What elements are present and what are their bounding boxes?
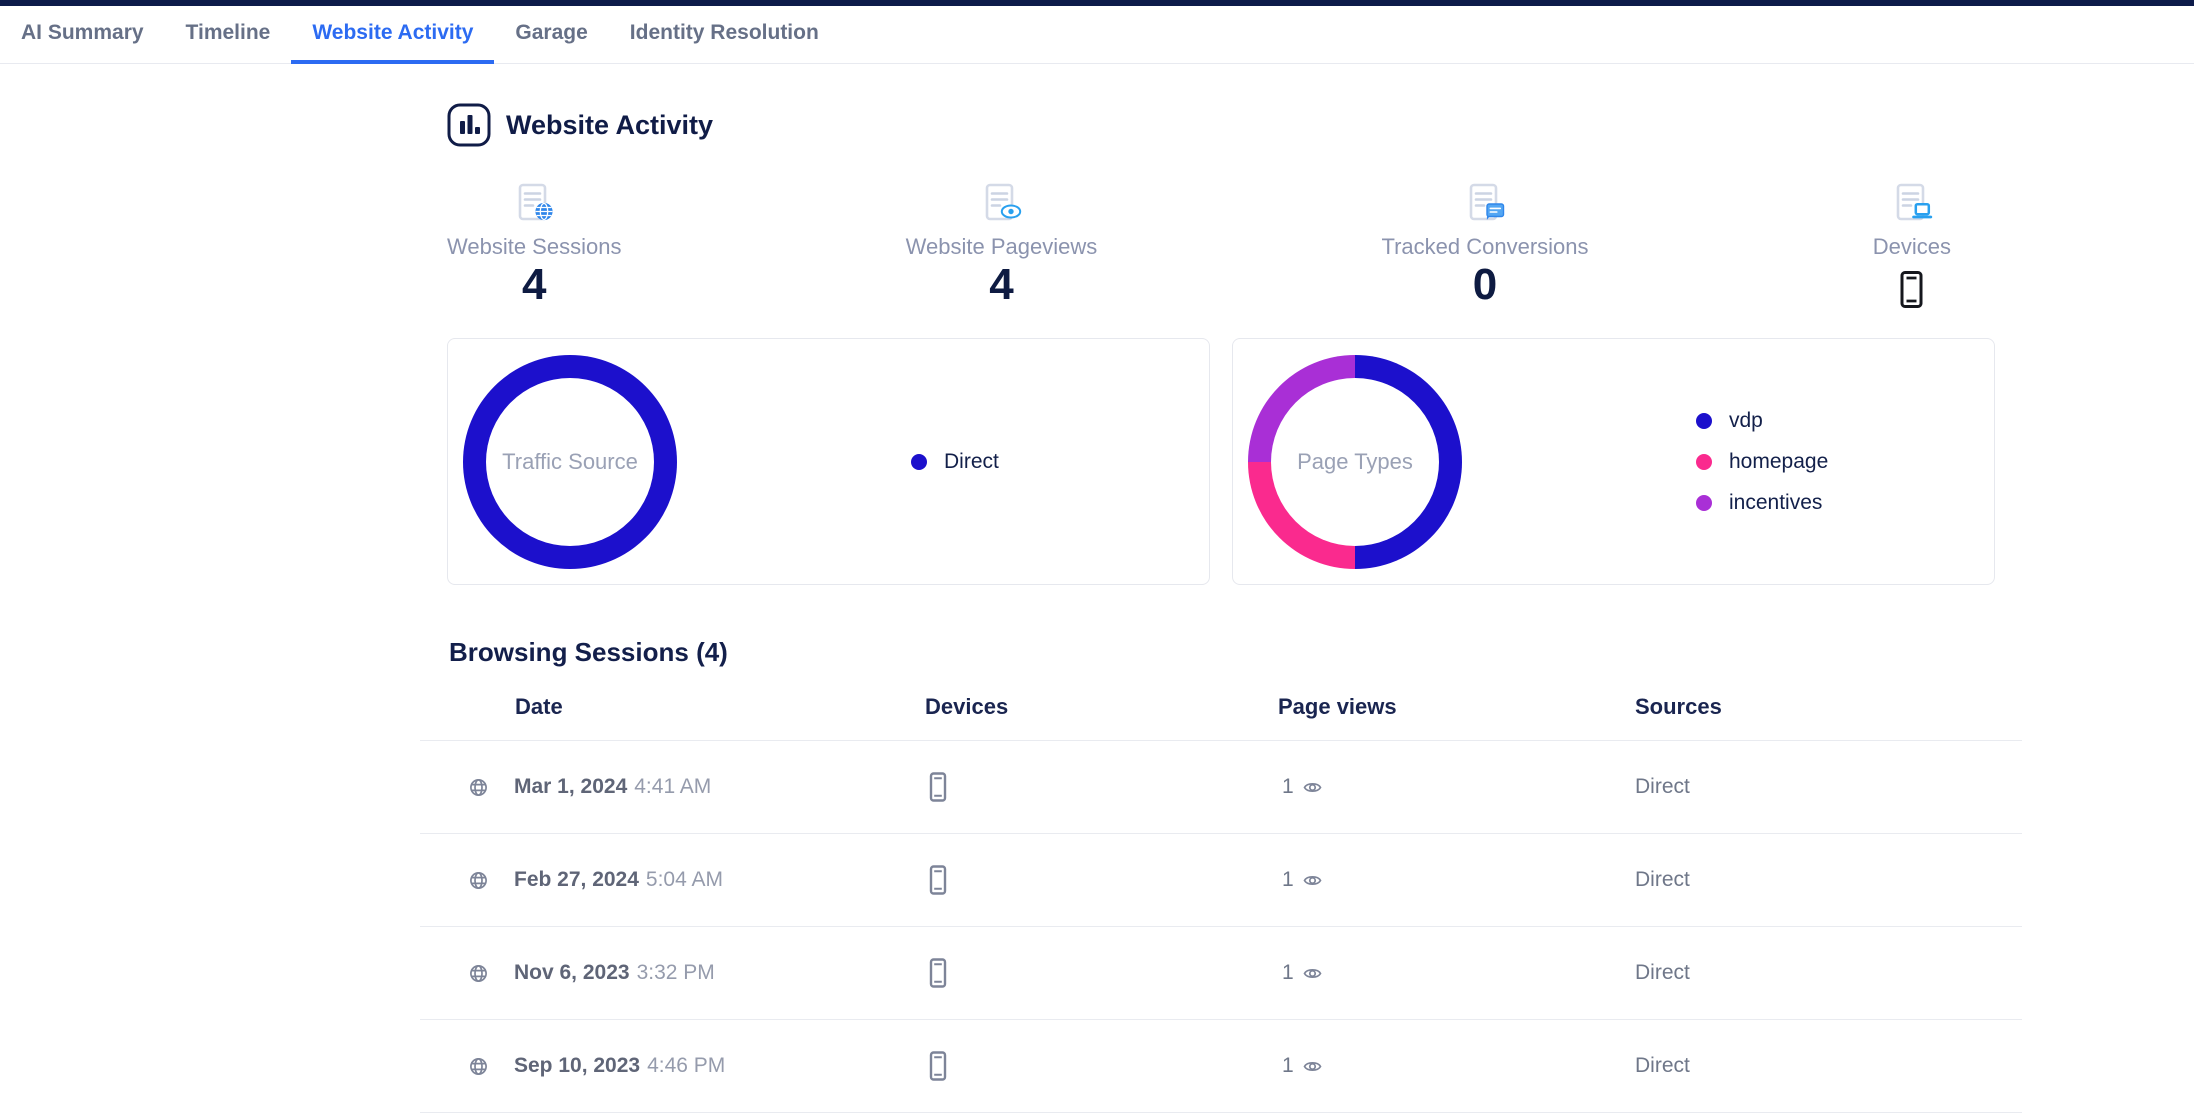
mobile-phone-icon — [929, 865, 947, 895]
traffic-source-donut: Traffic Source — [463, 354, 677, 569]
table-row[interactable]: Sep 10, 2023 4:46 PM 1 Direct — [420, 1020, 2022, 1113]
tab-timeline[interactable]: Timeline — [185, 21, 271, 44]
document-chat-icon — [1462, 181, 1508, 227]
column-header-sources: Sources — [1635, 694, 1722, 719]
tab-website-activity[interactable]: Website Activity — [291, 6, 495, 64]
session-source: Direct — [1635, 1054, 1690, 1077]
session-date: Sep 10, 2023 4:46 PM — [514, 1054, 726, 1077]
legend-dot — [911, 453, 927, 470]
legend-item: vdp — [1696, 409, 1828, 433]
pageview-count: 1 — [1282, 775, 1294, 798]
top-accent-bar — [0, 0, 2194, 6]
globe-icon — [469, 778, 488, 797]
legend-dot — [1696, 494, 1712, 511]
legend-label: homepage — [1729, 449, 1829, 473]
tab-ai-summary[interactable]: AI Summary — [21, 21, 144, 44]
legend-item: incentives — [1696, 491, 1828, 515]
traffic-source-card: Traffic Source Direct — [447, 338, 1210, 585]
stats-row: Website Sessions 4 Website Pageviews 4 — [447, 181, 1995, 310]
globe-icon — [469, 1057, 488, 1076]
legend-dot — [1696, 412, 1712, 429]
donut-center-label: Page Types — [1297, 448, 1413, 474]
eye-icon — [1303, 966, 1322, 981]
column-header-devices: Devices — [925, 694, 1009, 719]
tab-bar: AI Summary Timeline Website Activity Gar… — [0, 6, 2194, 64]
document-eye-icon — [978, 181, 1024, 227]
globe-icon — [469, 964, 488, 983]
bar-chart-icon — [447, 103, 491, 147]
table-row[interactable]: Feb 27, 2024 5:04 AM 1 Direct — [420, 834, 2022, 927]
page-types-legend: vdp homepage incentives — [1696, 409, 1828, 515]
eye-icon — [1303, 873, 1322, 888]
stat-value: 4 — [521, 260, 547, 309]
section-header: Website Activity — [447, 103, 2194, 147]
column-header-date: Date — [515, 694, 563, 719]
stat-label: Devices — [1872, 234, 1951, 259]
stat-label: Tracked Conversions — [1381, 234, 1589, 259]
legend-item: Direct — [911, 450, 999, 474]
page-types-donut: Page Types — [1248, 354, 1462, 569]
pageview-count: 1 — [1282, 1054, 1294, 1077]
stat-tracked-conversions: Tracked Conversions 0 — [1381, 181, 1589, 309]
session-source: Direct — [1635, 775, 1690, 798]
session-source: Direct — [1635, 868, 1690, 891]
mobile-phone-icon — [929, 772, 947, 802]
website-activity-panel: Website Activity Website Sessions 4 — [0, 64, 2194, 1113]
table-row[interactable]: Mar 1, 2024 4:41 AM 1 Direct — [420, 741, 2022, 834]
charts-row: Traffic Source Direct Page Types vdp — [447, 338, 1995, 585]
session-date: Nov 6, 2023 3:32 PM — [514, 961, 715, 984]
table-row[interactable]: Nov 6, 2023 3:32 PM 1 Direct — [420, 927, 2022, 1020]
tab-identity-resolution[interactable]: Identity Resolution — [629, 21, 819, 44]
browsing-sessions-table: Date Devices Page views Sources Mar 1, 2… — [420, 668, 2022, 1113]
mobile-phone-icon — [929, 958, 947, 988]
mobile-phone-icon — [929, 1051, 947, 1081]
traffic-source-legend: Direct — [911, 450, 999, 474]
column-header-pageviews: Page views — [1278, 694, 1397, 719]
legend-dot — [1696, 453, 1712, 470]
legend-label: incentives — [1729, 490, 1823, 514]
document-laptop-icon — [1889, 181, 1935, 227]
page-title: Website Activity — [506, 109, 714, 140]
stat-devices: Devices — [1873, 181, 1995, 310]
mobile-phone-icon — [1899, 270, 1924, 310]
stat-website-sessions: Website Sessions 4 — [447, 181, 621, 307]
session-source: Direct — [1635, 961, 1690, 984]
table-header-row: Date Devices Page views Sources — [420, 668, 2022, 741]
legend-label: Direct — [944, 449, 999, 473]
legend-item: homepage — [1696, 450, 1828, 474]
stat-label: Website Sessions — [447, 234, 622, 259]
tab-garage[interactable]: Garage — [515, 21, 588, 44]
document-globe-icon — [511, 181, 557, 227]
legend-label: vdp — [1729, 408, 1763, 432]
browsing-sessions-title: Browsing Sessions (4) — [449, 637, 728, 667]
eye-icon — [1303, 1059, 1322, 1074]
session-date: Mar 1, 2024 4:41 AM — [514, 775, 712, 798]
stat-website-pageviews: Website Pageviews 4 — [905, 181, 1098, 309]
stat-label: Website Pageviews — [905, 234, 1098, 259]
stat-value: 0 — [1472, 260, 1498, 309]
globe-icon — [469, 871, 488, 890]
session-date: Feb 27, 2024 5:04 AM — [514, 868, 723, 891]
eye-icon — [1303, 780, 1322, 795]
page-types-card: Page Types vdp homepage incentives — [1232, 338, 1995, 585]
pageview-count: 1 — [1282, 961, 1294, 984]
stat-value: 4 — [989, 260, 1014, 309]
donut-center-label: Traffic Source — [502, 448, 638, 474]
pageview-count: 1 — [1282, 868, 1294, 891]
